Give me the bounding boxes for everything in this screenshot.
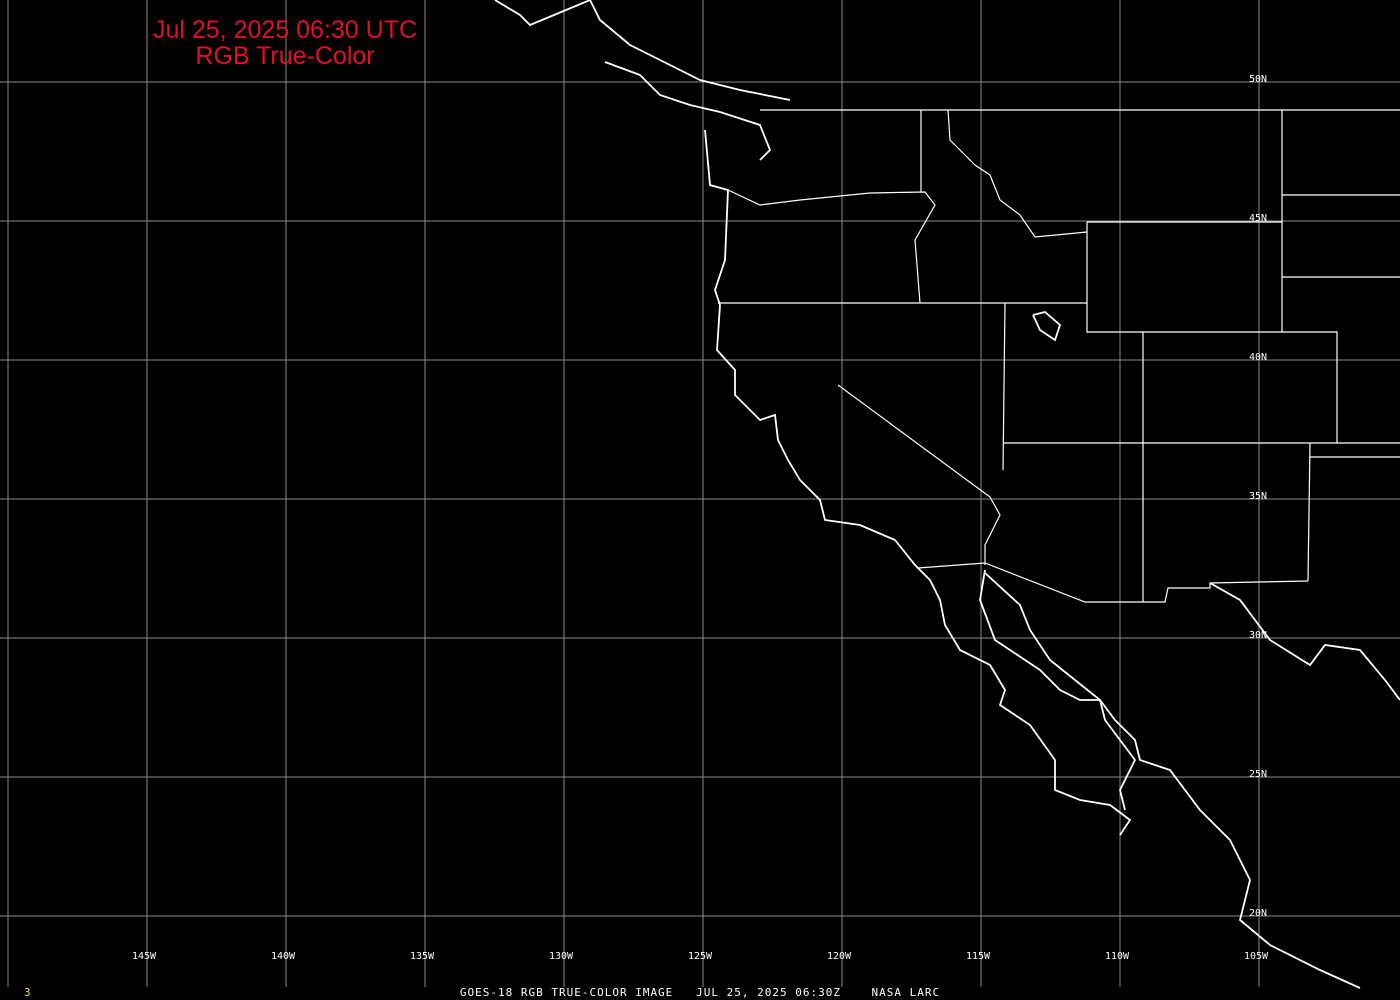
longitude-label: 105W (1244, 951, 1269, 962)
longitude-label: 110W (1105, 951, 1130, 962)
coastlines (494, 0, 1400, 989)
latitude-label: 45N (1249, 213, 1268, 224)
nv-ut-border (1002, 302, 1006, 471)
id-mt-border (947, 109, 1088, 238)
longitude-label: 115W (966, 951, 991, 962)
latitude-label: 25N (1249, 769, 1268, 780)
image-caption: GOES-18 RGB TRUE-COLOR IMAGE JUL 25, 202… (459, 986, 941, 999)
wa-or-border (727, 189, 936, 304)
id-wy-border (1086, 222, 1143, 333)
title-product: RGB True-Color (195, 42, 375, 70)
longitude-label: 130W (549, 951, 574, 962)
baja-gulf-coast (979, 569, 1137, 811)
gulf-of-mexico-coast (1209, 582, 1400, 701)
longitude-label: 125W (688, 951, 713, 962)
title-datetime: Jul 25, 2025 06:30 UTC (152, 16, 418, 44)
vancouver-island-coast (604, 61, 772, 161)
nm-border (1307, 442, 1311, 582)
great-salt-lake (1032, 311, 1062, 342)
wy-co-border (1143, 331, 1338, 443)
mexico-border (917, 562, 1309, 603)
longitude-label: 140W (271, 951, 296, 962)
mexico-mainland-coast (984, 572, 1361, 989)
political-borders (718, 109, 1400, 603)
longitude-label: 145W (132, 951, 157, 962)
latitude-label: 40N (1249, 352, 1268, 363)
ca-nv-border (837, 384, 1001, 565)
longitude-label: 135W (410, 951, 435, 962)
latitude-label: 35N (1249, 491, 1268, 502)
latitude-label: 20N (1249, 908, 1268, 919)
west-coast (704, 129, 1132, 836)
latitude-label: 30N (1249, 630, 1268, 641)
longitude-label: 120W (827, 951, 852, 962)
bc-coast (494, 0, 791, 101)
latitude-label: 50N (1249, 74, 1268, 85)
frame-number: 3 (24, 986, 31, 999)
